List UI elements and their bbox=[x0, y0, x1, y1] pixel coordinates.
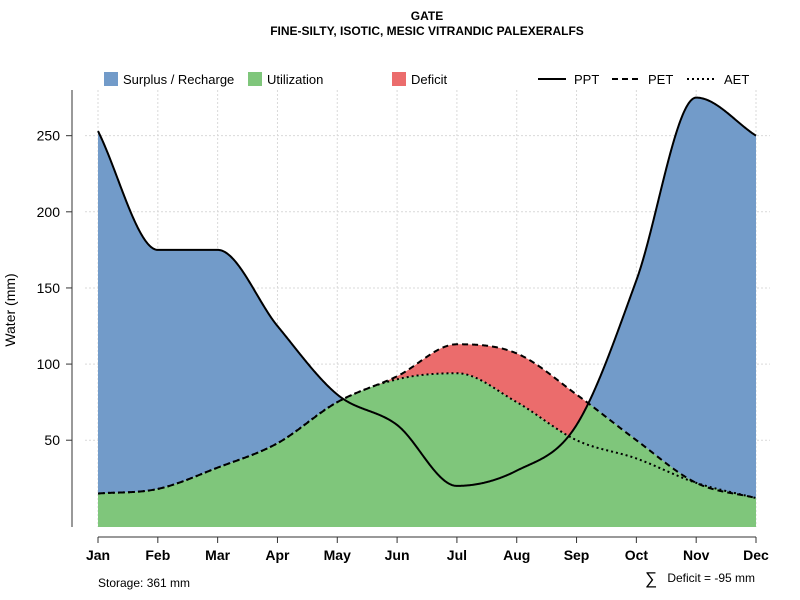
storage-note: Storage: 361 mm bbox=[98, 576, 190, 590]
y-tick-label: 150 bbox=[37, 280, 61, 296]
deficit-sum-symbol: ∑ bbox=[645, 569, 657, 588]
legend-label-pet: PET bbox=[648, 72, 673, 87]
legend-swatch-utilization bbox=[248, 72, 262, 86]
legend-label-surplus: Surplus / Recharge bbox=[123, 72, 234, 87]
x-tick-label: Feb bbox=[145, 547, 170, 563]
series-lines bbox=[97, 96, 757, 500]
legend-label-deficit: Deficit bbox=[411, 72, 448, 87]
legend-swatch-deficit bbox=[392, 72, 406, 86]
y-tick-label: 100 bbox=[37, 356, 61, 372]
x-tick-label: Apr bbox=[265, 547, 290, 563]
x-tick-label: Nov bbox=[683, 547, 710, 563]
x-tick-label: Oct bbox=[625, 547, 649, 563]
y-axis-label: Water (mm) bbox=[2, 273, 18, 346]
legend-label-aet: AET bbox=[724, 72, 749, 87]
x-tick-label: May bbox=[324, 547, 351, 563]
deficit-total-note: Deficit = -95 mm bbox=[667, 571, 755, 585]
legend-swatch-surplus bbox=[104, 72, 118, 86]
x-tick-label: Dec bbox=[743, 547, 769, 563]
x-tick-label: Mar bbox=[205, 547, 230, 563]
legend: Surplus / Recharge Utilization Deficit P… bbox=[104, 72, 749, 87]
chart-subtitle: FINE-SILTY, ISOTIC, MESIC VITRANDIC PALE… bbox=[270, 24, 584, 38]
series-line-ppt bbox=[97, 96, 757, 487]
legend-label-ppt: PPT bbox=[574, 72, 599, 87]
chart-title: GATE bbox=[411, 9, 443, 23]
series-line-pet bbox=[97, 343, 757, 500]
utilization-area bbox=[98, 373, 756, 527]
y-tick-label: 50 bbox=[44, 432, 60, 448]
x-tick-label: Jan bbox=[86, 547, 110, 563]
y-tick-label: 200 bbox=[37, 204, 61, 220]
series-line-aet bbox=[97, 372, 757, 500]
y-tick-label: 250 bbox=[37, 128, 61, 144]
x-tick-label: Aug bbox=[503, 547, 530, 563]
x-tick-label: Jun bbox=[385, 547, 410, 563]
legend-label-utilization: Utilization bbox=[267, 72, 323, 87]
x-tick-label: Jul bbox=[447, 547, 467, 563]
axes: 50 100 150 200 250 Jan Feb Mar Apr May Jun Jul Aug Se… bbox=[37, 90, 769, 563]
x-tick-label: Sep bbox=[564, 547, 590, 563]
